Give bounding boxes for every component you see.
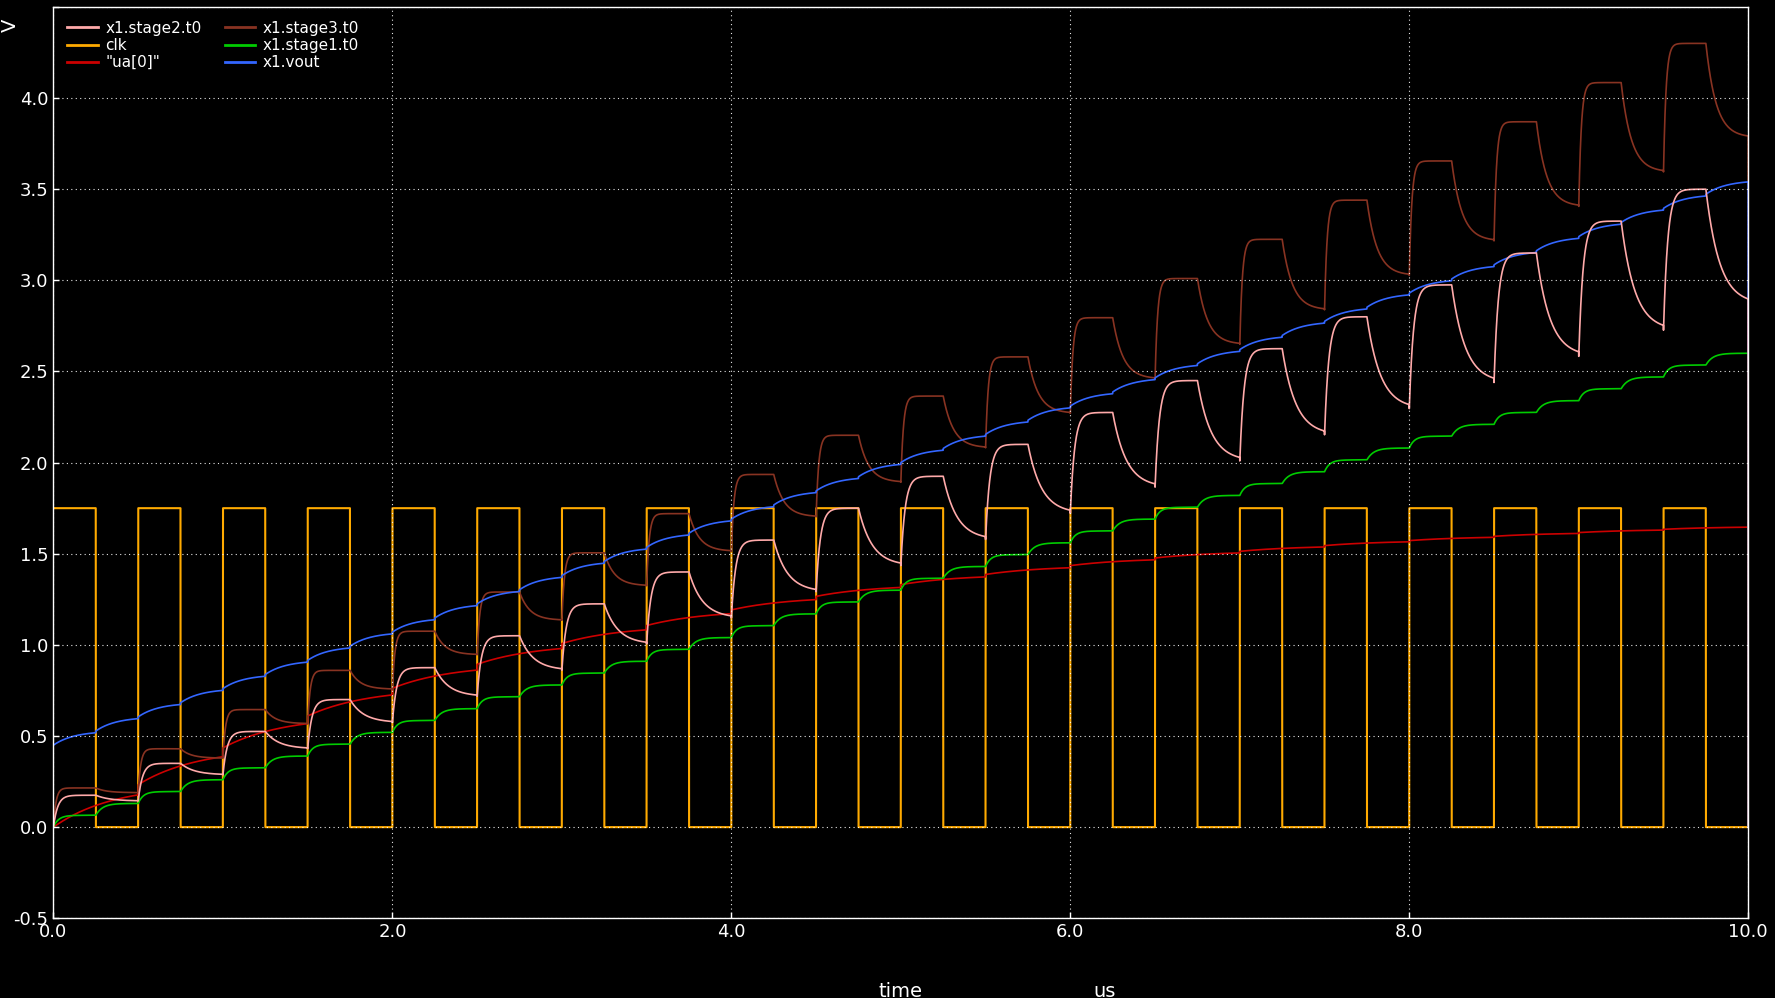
x1.stage2.t0 [1695, 184, 1716, 196]
clk [1738, 502, 1759, 514]
Line: x1.stage3.t0: x1.stage3.t0 [53, 43, 1748, 827]
x1.stage2.t0 [1738, 821, 1759, 833]
"ua[0]" [1257, 543, 1278, 555]
x1.vout [1738, 176, 1759, 188]
clk [85, 821, 106, 833]
x1.stage2.t0 [1425, 279, 1447, 291]
clk [1425, 502, 1447, 514]
x1.stage2.t0 [1257, 343, 1278, 355]
Line: "ua[0]": "ua[0]" [53, 527, 1748, 827]
x1.stage3.t0 [1695, 37, 1716, 49]
x1.stage1.t0 [1257, 478, 1278, 490]
x1.stage1.t0 [1738, 821, 1759, 833]
Line: x1.vout: x1.vout [53, 182, 1748, 827]
x1.stage2.t0 [953, 520, 974, 532]
"ua[0]" [1738, 821, 1759, 833]
clk [240, 502, 261, 514]
Line: x1.stage2.t0: x1.stage2.t0 [53, 190, 1748, 827]
Text: time: time [879, 982, 923, 998]
x1.stage2.t0 [43, 821, 64, 833]
"ua[0]" [1425, 533, 1447, 545]
clk [953, 821, 974, 833]
x1.stage3.t0 [1425, 155, 1447, 167]
Line: clk: clk [53, 508, 1748, 827]
x1.stage1.t0 [43, 821, 64, 833]
x1.vout [934, 442, 955, 454]
x1.stage3.t0 [43, 821, 64, 833]
x1.stage3.t0 [240, 704, 261, 716]
x1.stage1.t0 [240, 761, 261, 773]
Y-axis label: V: V [0, 19, 20, 32]
"ua[0]" [1613, 525, 1635, 537]
"ua[0]" [240, 731, 261, 743]
"ua[0]" [934, 574, 955, 586]
clk [1613, 821, 1635, 833]
x1.vout [1257, 333, 1278, 345]
clk [1257, 502, 1278, 514]
x1.stage1.t0 [953, 561, 974, 573]
x1.stage2.t0 [240, 726, 261, 738]
x1.stage1.t0 [1738, 347, 1759, 359]
x1.vout [240, 673, 261, 685]
Text: us: us [1093, 982, 1115, 998]
x1.stage3.t0 [1257, 234, 1278, 246]
x1.stage1.t0 [1613, 379, 1635, 391]
x1.stage2.t0 [934, 473, 955, 485]
"ua[0]" [1738, 521, 1759, 533]
x1.stage1.t0 [934, 572, 955, 584]
x1.vout [953, 433, 974, 445]
x1.vout [1613, 215, 1635, 227]
x1.stage3.t0 [934, 392, 955, 404]
x1.vout [1738, 821, 1759, 833]
x1.stage3.t0 [1613, 96, 1635, 108]
"ua[0]" [953, 572, 974, 584]
x1.stage3.t0 [953, 435, 974, 447]
x1.stage2.t0 [1613, 234, 1635, 246]
Line: x1.stage1.t0: x1.stage1.t0 [53, 353, 1748, 827]
"ua[0]" [43, 821, 64, 833]
x1.vout [43, 740, 64, 751]
x1.stage3.t0 [1738, 821, 1759, 833]
x1.vout [1425, 276, 1447, 288]
Legend: x1.stage2.t0, clk, "ua[0]", x1.stage3.t0, x1.stage1.t0, x1.vout: x1.stage2.t0, clk, "ua[0]", x1.stage3.t0… [60, 15, 366, 77]
clk [934, 821, 955, 833]
clk [43, 502, 64, 514]
x1.stage1.t0 [1425, 430, 1447, 442]
